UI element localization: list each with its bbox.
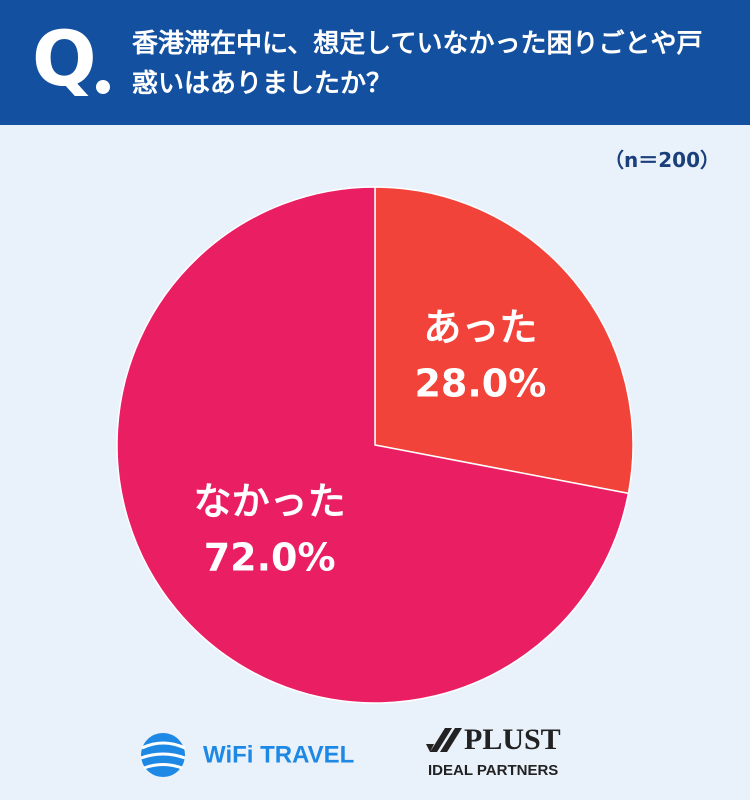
chart-title: 香港滞在中に、想定していなかった困りごとや戸惑いはありましたか？ — [132, 29, 703, 99]
plust-logo-sub: IDEAL PARTNERS — [428, 762, 558, 779]
slice-label: あった — [423, 305, 537, 349]
slice-value: 28.0% — [414, 361, 546, 405]
header: Q 香港滞在中に、想定していなかった困りごとや戸惑いはありましたか？ — [0, 0, 750, 125]
wifi-logo-icon — [140, 733, 186, 777]
plust-logo-icon — [426, 728, 462, 752]
wifi-logo-text: WiFi TRAVEL — [203, 741, 354, 768]
slice-label: なかった — [194, 480, 346, 524]
pie-slice — [116, 186, 630, 704]
question-dot — [96, 80, 110, 94]
question-marker: Q — [32, 14, 97, 103]
sample-note: （n＝200） — [604, 148, 720, 172]
slice-value: 72.0% — [204, 536, 336, 580]
pie-slice — [374, 186, 634, 495]
plust-logo-text: PLUST — [464, 723, 561, 756]
